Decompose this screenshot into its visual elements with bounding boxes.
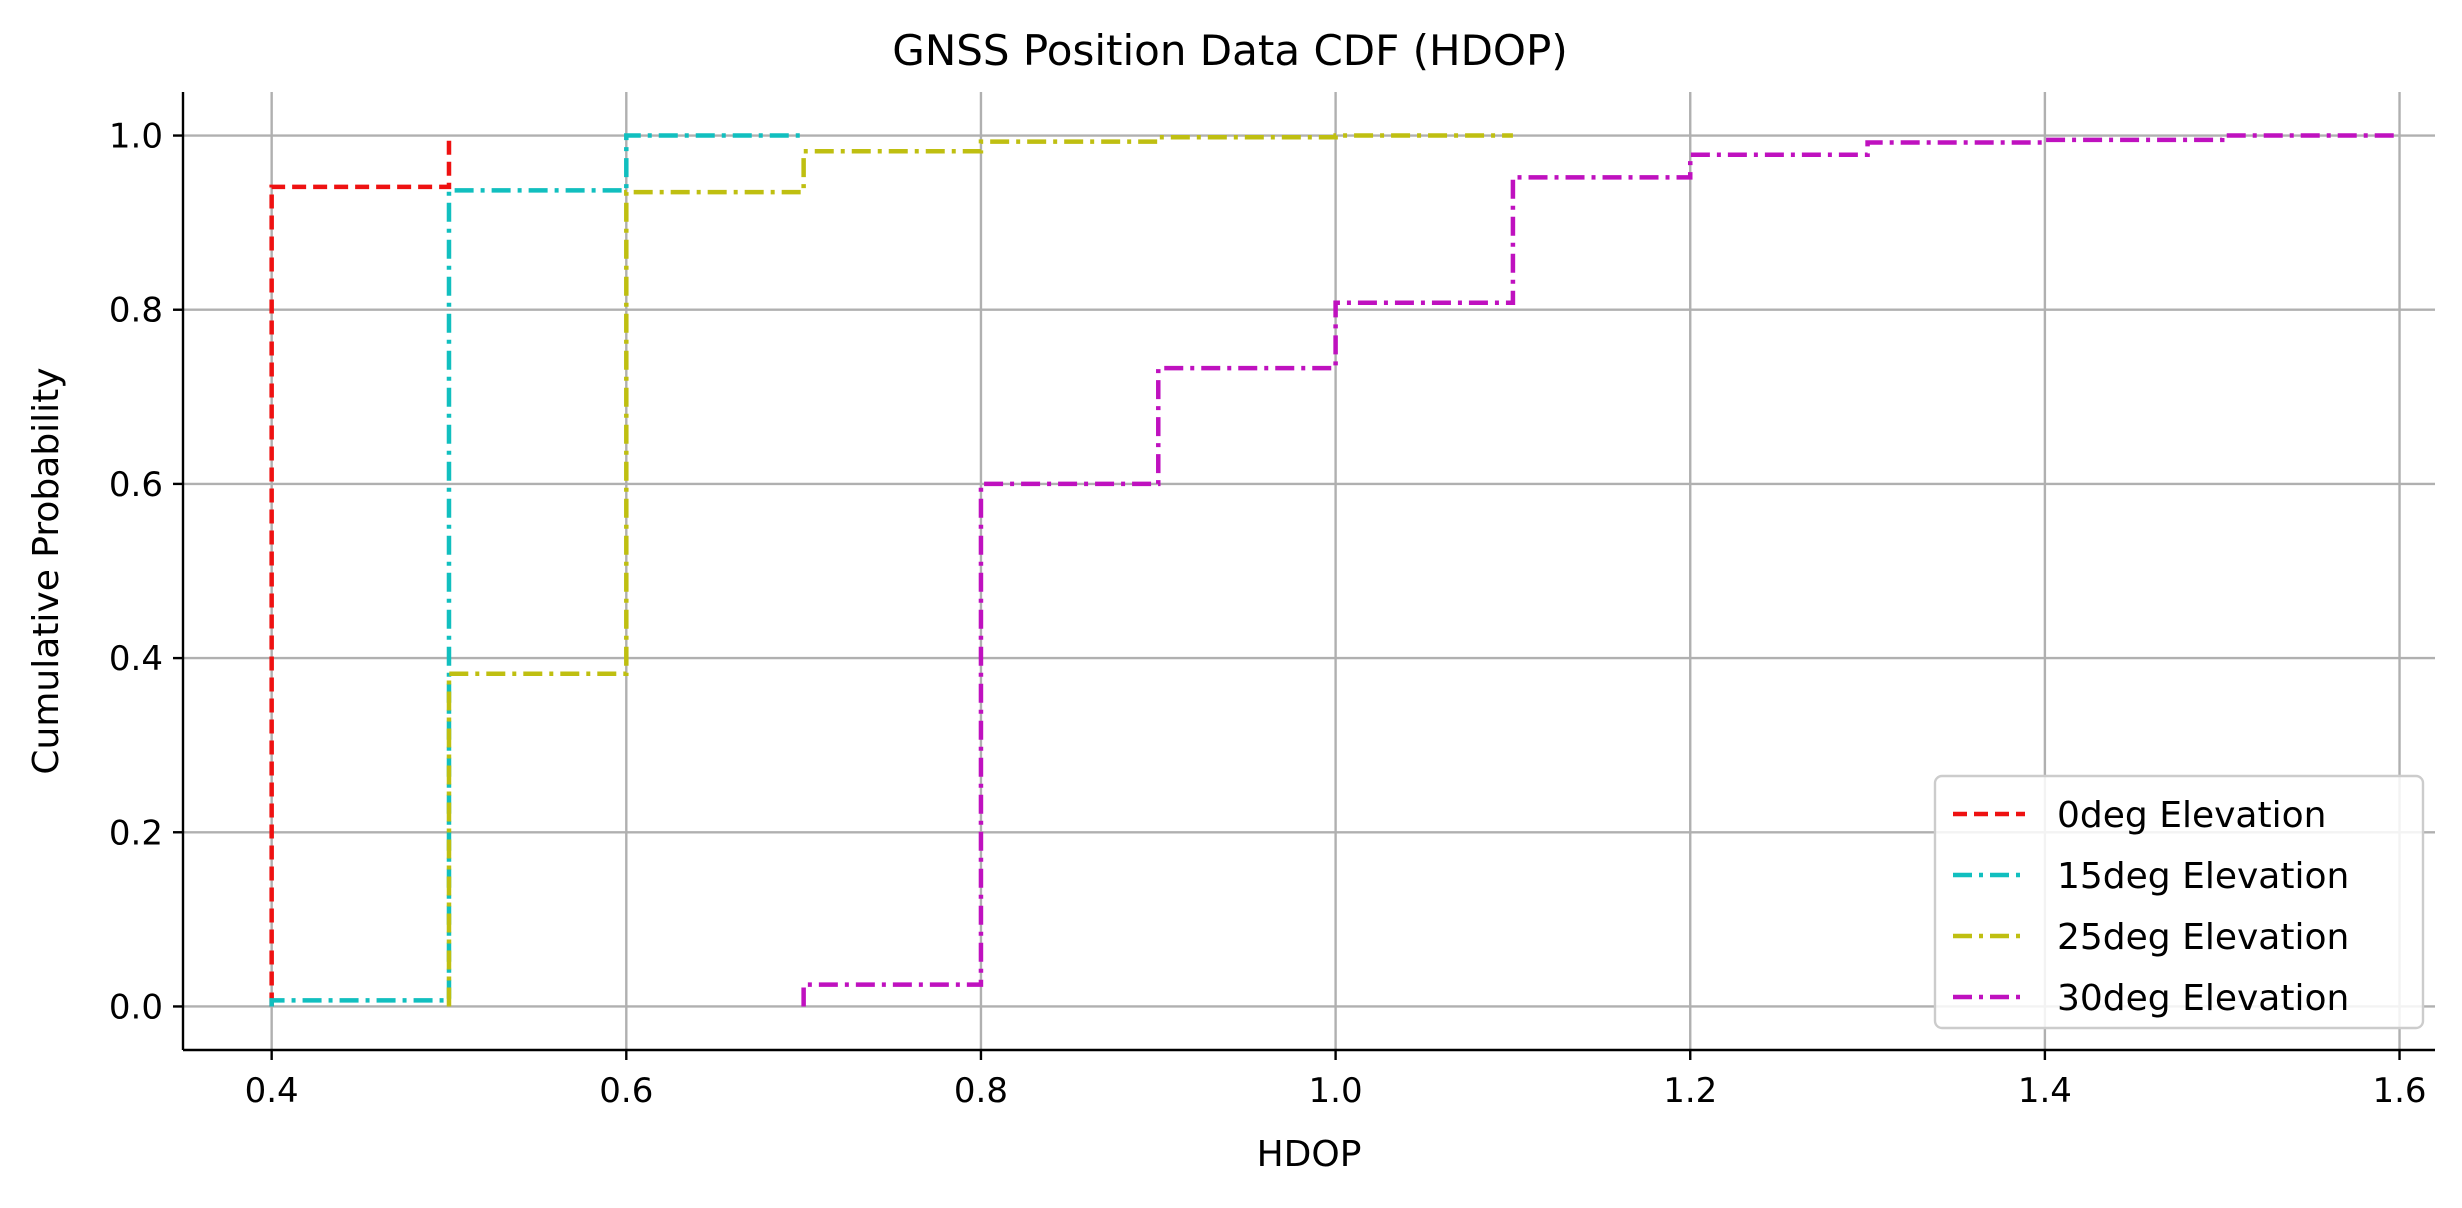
series-line-2 xyxy=(446,133,1513,1007)
x-tick-label: 0.8 xyxy=(954,1071,1008,1111)
legend-label: 25deg Elevation xyxy=(2057,917,2349,958)
y-tick-label: 0.6 xyxy=(109,465,163,505)
y-ticks: 0.0 0.2 0.4 0.6 0.8 1.0 xyxy=(109,117,183,1027)
legend-entry: 25deg Elevation xyxy=(1953,917,2349,958)
axes xyxy=(181,92,2435,1052)
legend-label: 30deg Elevation xyxy=(2057,978,2349,1019)
y-tick-label: 1.0 xyxy=(109,117,163,157)
x-tick-label: 1.0 xyxy=(1309,1071,1363,1111)
legend: 0deg Elevation 15deg Elevation 25deg Eleva… xyxy=(1933,774,2425,1030)
legend-label: 15deg Elevation xyxy=(2057,856,2349,897)
y-tick-label: 0.0 xyxy=(109,987,163,1027)
series-layer xyxy=(269,133,2400,1007)
legend-entry: 30deg Elevation xyxy=(1953,978,2349,1019)
y-tick-label: 0.8 xyxy=(109,291,163,331)
x-tick-label: 1.2 xyxy=(1663,1071,1717,1111)
y-axis-label: Cumulative Probability xyxy=(26,367,67,774)
x-axis-label: HDOP xyxy=(1257,1134,1362,1175)
y-tick-label: 0.4 xyxy=(109,639,163,679)
x-tick-label: 0.4 xyxy=(245,1071,299,1111)
legend-entry: 15deg Elevation xyxy=(1953,856,2349,897)
y-tick-label: 0.2 xyxy=(109,813,163,853)
x-tick-label: 1.6 xyxy=(2372,1071,2426,1111)
legend-box xyxy=(1933,774,2425,1030)
legend-entry: 0deg Elevation xyxy=(1953,795,2326,836)
x-ticks: 0.4 0.6 0.8 1.0 1.2 1.4 1.6 xyxy=(245,1050,2427,1111)
series-line-1 xyxy=(269,133,804,1007)
x-tick-label: 1.4 xyxy=(2018,1071,2072,1111)
chart-title: GNSS Position Data CDF (HDOP) xyxy=(892,26,1567,75)
x-tick-label: 0.6 xyxy=(599,1071,653,1111)
series-line-0 xyxy=(269,135,452,1007)
legend-label: 0deg Elevation xyxy=(2057,795,2326,836)
